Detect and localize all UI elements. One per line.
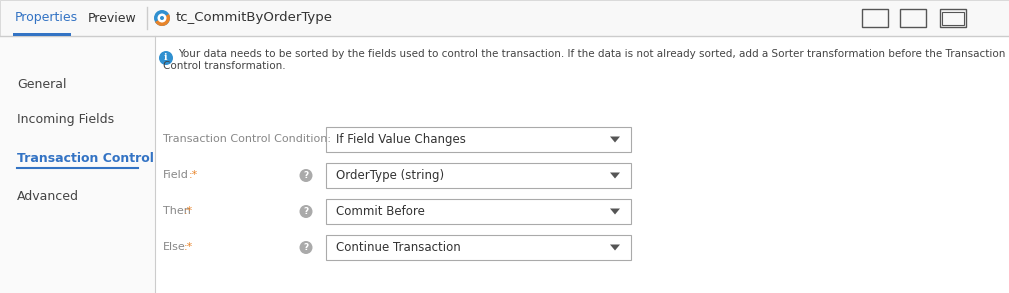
Bar [155, 36, 1009, 293]
Text: Your data needs to be sorted by the fields used to control the transaction. If t: Your data needs to be sorted by the fiel… [178, 49, 1005, 59]
Bar [326, 235, 631, 260]
Text: Else: Else [163, 243, 186, 253]
Bar [862, 9, 888, 27]
Text: ?: ? [304, 171, 309, 180]
Polygon shape [610, 137, 620, 142]
Text: Control transformation.: Control transformation. [163, 61, 286, 71]
Text: Preview: Preview [88, 11, 137, 25]
Circle shape [300, 169, 313, 182]
Circle shape [300, 241, 313, 254]
Text: :*: :* [184, 243, 193, 253]
Bar [326, 163, 631, 188]
Circle shape [157, 13, 166, 23]
Polygon shape [610, 244, 620, 251]
Bar [942, 12, 964, 25]
Text: Transaction Control: Transaction Control [17, 151, 154, 164]
Circle shape [160, 16, 164, 20]
Bar [940, 9, 966, 27]
Text: :*: :* [184, 207, 193, 217]
Polygon shape [610, 209, 620, 214]
Text: ?: ? [304, 243, 309, 252]
Bar [326, 199, 631, 224]
Text: tc_CommitByOrderType: tc_CommitByOrderType [176, 11, 333, 25]
Text: Properties: Properties [15, 11, 78, 25]
Circle shape [159, 51, 173, 65]
Text: Continue Transaction: Continue Transaction [336, 241, 461, 254]
Circle shape [300, 205, 313, 218]
Bar [13, 33, 71, 36]
Text: If Field Value Changes: If Field Value Changes [336, 133, 466, 146]
Text: Transaction Control Condition:: Transaction Control Condition: [163, 134, 331, 144]
Circle shape [154, 10, 170, 26]
Bar [0, 36, 155, 293]
Text: ?: ? [304, 207, 309, 216]
Text: Then: Then [163, 207, 191, 217]
Text: :*: :* [189, 171, 198, 180]
Bar [326, 127, 631, 152]
Text: Advanced: Advanced [17, 190, 79, 202]
Text: i: i [164, 54, 167, 62]
Wedge shape [155, 14, 170, 26]
Text: General: General [17, 79, 67, 91]
Text: Field: Field [163, 171, 189, 180]
Bar [900, 9, 926, 27]
Text: OrderType (string): OrderType (string) [336, 169, 444, 182]
Text: Incoming Fields: Incoming Fields [17, 113, 114, 127]
Text: Commit Before: Commit Before [336, 205, 425, 218]
Bar [0, 0, 1009, 36]
Polygon shape [610, 173, 620, 178]
